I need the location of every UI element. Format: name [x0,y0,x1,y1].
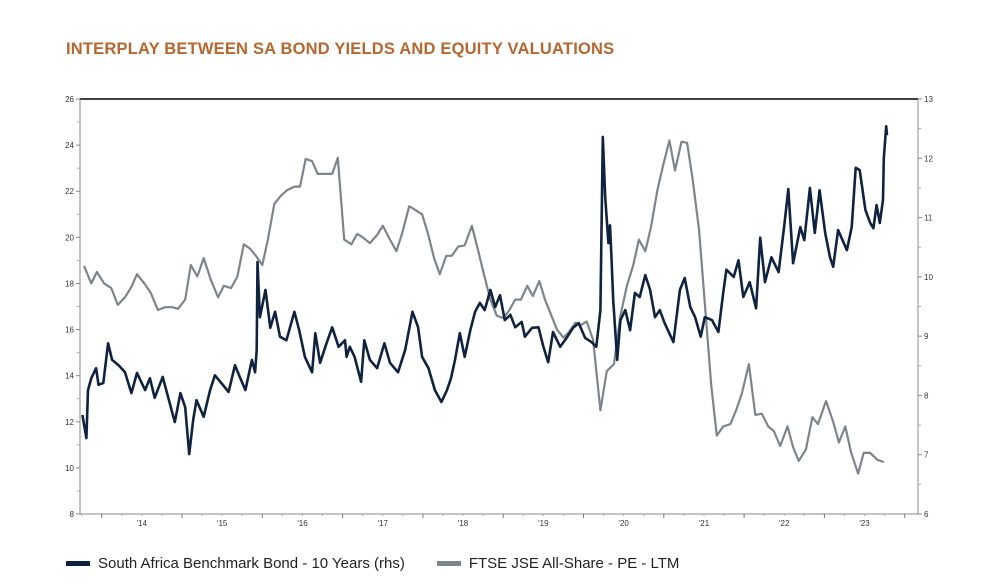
bond-points [82,126,888,455]
legend-label-pe: FTSE JSE All-Share - PE - LTM [468,555,680,572]
right-axis-tick-label: 8 [924,391,929,400]
right-axis-tick-label: 10 [924,273,933,282]
x-axis-tick-label: '14 [137,519,148,528]
legend-swatch-bond [66,561,90,566]
legend-item-pe: FTSE JSE All-Share - PE - LTM [436,555,680,572]
right-axis-tick-label: 6 [924,510,929,519]
x-axis-tick-label: '21 [699,519,710,528]
left-axis-tick-label: 20 [65,233,74,242]
x-axis-tick-label: '18 [458,519,469,528]
x-axis-tick-label: '23 [859,519,870,528]
x-axis-tick-label: '16 [297,519,308,528]
right-axis-tick-label: 7 [924,451,929,460]
left-axis-tick-label: 12 [65,418,74,427]
left-axis-tick-label: 24 [65,141,74,150]
series-line-bond-yield [81,125,889,456]
x-axis-tick-label: '17 [378,519,389,528]
right-axis-tick-label: 13 [924,95,933,104]
left-axis-tick-label: 14 [65,372,74,381]
legend-swatch-pe [436,561,461,566]
left-axis-tick-label: 22 [65,187,74,196]
legend-label-bond: South Africa Benchmark Bond - 10 Years (… [98,555,405,572]
left-axis-tick-label: 10 [65,464,74,473]
right-axis-tick-label: 12 [924,154,933,163]
chart-title: INTERPLAY BETWEEN SA BOND YIELDS AND EQU… [66,40,615,58]
left-axis-tick-label: 26 [65,95,74,104]
left-axis-tick-label: 8 [70,510,75,519]
right-axis-tick-label: 11 [924,214,933,223]
x-axis-tick-label: '19 [538,519,549,528]
x-axis-tick-label: '22 [779,519,790,528]
legend: South Africa Benchmark Bond - 10 Years (… [66,555,711,572]
legend-item-bond: South Africa Benchmark Bond - 10 Years (… [66,555,405,572]
left-axis-tick-label: 18 [65,279,74,288]
right-axis-tick-label: 9 [924,332,929,341]
x-axis-tick-label: '20 [618,519,629,528]
pe-points [83,140,884,474]
x-axis-tick-label: '15 [217,519,228,528]
left-axis-tick-label: 16 [65,326,74,335]
